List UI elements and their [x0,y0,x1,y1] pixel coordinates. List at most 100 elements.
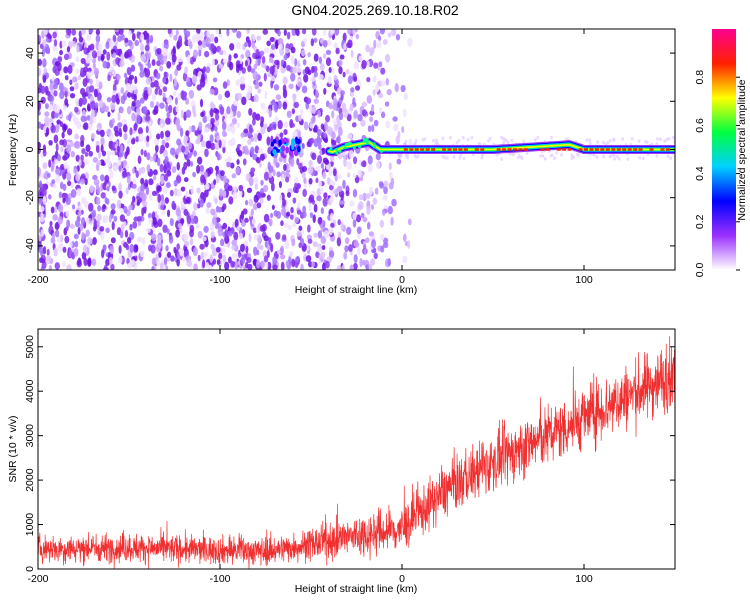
noise-blob [382,194,388,201]
noise-blob [132,221,138,229]
noise-blob [227,156,232,163]
noise-blob [533,138,537,142]
noise-blob [286,211,291,217]
noise-blob [200,251,205,260]
noise-blob [266,250,270,258]
noise-blob [55,174,61,183]
noise-blob [118,256,123,264]
noise-blob [128,74,135,80]
noise-blob [263,184,269,193]
noise-blob [211,247,217,257]
noise-blob [45,90,51,96]
noise-blob [117,111,121,121]
noise-blob [196,84,202,91]
ridge-peak [545,148,550,151]
noise-blob [179,247,184,257]
colorbar-label: Normalized spectral amplitude [736,79,748,220]
noise-blob [211,216,217,225]
noise-blob [205,207,210,215]
noise-blob [115,57,120,65]
noise-blob [176,41,181,50]
noise-blob [126,66,132,76]
noise-blob [337,153,343,160]
noise-blob [50,124,56,134]
noise-blob [97,204,102,212]
y-tick-label: 20 [24,95,36,107]
noise-blob [66,165,70,174]
ridge-peak [584,148,588,151]
ridge-peak [507,148,512,151]
spectrogram-ridge [270,136,675,159]
noise-blob [335,47,340,55]
noise-blob [165,265,169,270]
noise-blob [252,35,257,42]
noise-blob [145,125,149,134]
noise-blob [116,159,122,166]
noise-blob [258,162,262,168]
noise-blob [231,239,237,246]
noise-blob [142,199,148,208]
noise-blob [142,105,148,115]
noise-blob [163,40,169,50]
noise-blob [94,102,99,109]
noise-blob [414,138,418,143]
noise-blob [98,43,103,52]
noise-blob [48,104,54,112]
noise-blob [242,158,247,166]
noise-blob [111,118,115,125]
noise-blob [231,29,237,34]
noise-blob [202,66,207,73]
noise-blob [129,223,133,231]
noise-blob [96,213,102,222]
noise-blob [240,255,246,265]
noise-blob [443,155,447,160]
noise-blob [58,191,63,199]
noise-blob [125,163,129,171]
noise-blob [47,34,52,40]
snr-series-line [38,336,675,569]
noise-blob [360,161,365,167]
noise-blob [104,264,108,270]
noise-blob [366,221,371,230]
noise-blob [160,204,164,210]
noise-blob [270,242,274,253]
noise-blob [162,96,166,102]
noise-blob [352,29,356,36]
y-tick-label: 5000 [24,335,36,359]
noise-blob [378,61,383,68]
noise-blob [291,108,296,115]
noise-blob [236,122,240,129]
noise-blob [81,29,86,35]
noise-blob [204,50,210,58]
noise-blob [269,65,275,75]
noise-blob [617,156,621,161]
noise-blob [352,212,357,220]
noise-blob [303,37,308,45]
ridge-cluster [282,154,287,159]
noise-blob [196,187,201,194]
noise-blob [260,179,264,186]
noise-blob [191,75,198,84]
noise-blob [369,46,375,55]
noise-blob [258,148,263,155]
noise-blob [66,144,72,154]
noise-blob [461,135,465,140]
noise-blob [40,152,44,159]
ridge-peak [660,148,665,151]
noise-blob [353,156,358,165]
noise-blob [120,108,124,114]
noise-blob [210,43,215,52]
noise-blob [608,138,612,143]
noise-blob [239,75,246,85]
noise-blob [81,231,85,241]
noise-blob [244,217,249,223]
noise-blob [221,138,227,148]
noise-blob [54,222,60,231]
noise-blob [176,243,180,251]
noise-blob [376,40,382,49]
noise-blob [550,135,554,140]
noise-blob [64,90,68,98]
noise-blob [176,161,180,171]
noise-blob [192,111,197,118]
noise-blob [260,102,266,111]
